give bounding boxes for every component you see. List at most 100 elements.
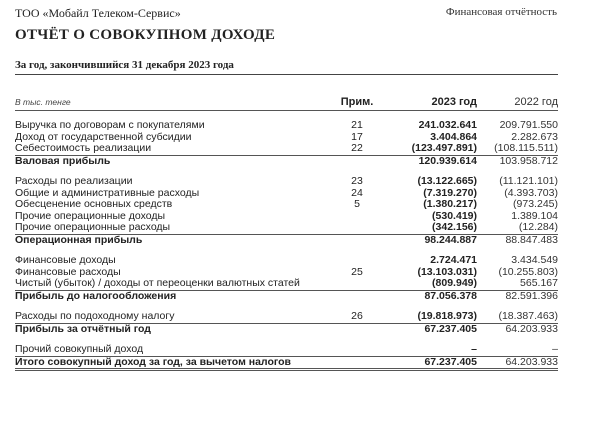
- row-value-2023: 120.939.614: [418, 154, 477, 167]
- row-label: Общие и административные расходы: [15, 186, 200, 199]
- row-value-2023: 2.724.471: [430, 254, 477, 266]
- row-label: Финансовые доходы: [15, 254, 116, 266]
- row-value-2023: 67.237.405: [387, 356, 477, 371]
- row-label: Себестоимость реализации: [15, 142, 315, 156]
- table-row: Расходы по подоходному налогу 26 (19.818.9…: [15, 310, 558, 324]
- row-value-2022: 82.591.396: [505, 289, 558, 302]
- row-value-2022: 2.282.673: [511, 130, 558, 143]
- subtitle-divider: [15, 74, 558, 75]
- row-value-2022: 88.847.483: [505, 233, 558, 246]
- row-value-2023: (13.103.031): [417, 265, 477, 278]
- year-2023-header: 2023 год: [387, 96, 477, 111]
- table-row: Прочие операционные расходы (342.156) (12.…: [15, 221, 558, 235]
- row-value-2023: 98.244.887: [424, 233, 477, 246]
- row-value-2022: (10.255.803): [498, 265, 558, 278]
- row-label: Чистый (убыток) / доходы от переоценки в…: [15, 277, 315, 291]
- row-note: 23: [351, 175, 363, 187]
- row-note: [315, 290, 387, 302]
- table-row: Операционная прибыль 98.244.887 88.847.483: [15, 234, 558, 246]
- note-header: Прим.: [315, 96, 387, 111]
- row-label: Прибыль до налогообложения: [15, 289, 177, 302]
- row-note: [315, 155, 387, 167]
- year-2022-header: 2022 год: [477, 96, 558, 111]
- row-label: Итого совокупный доход за год, за вычето…: [15, 356, 315, 371]
- table-row: Итого совокупный доход за год, за вычето…: [15, 356, 558, 371]
- table-row: Финансовые доходы 2.724.471 3.434.549: [15, 254, 558, 267]
- table-row: Выручка по договорам с покупателями 21 241…: [15, 119, 558, 132]
- row-note: [315, 356, 387, 371]
- table-row: Себестоимость реализации 22 (123.497.891)(…: [15, 142, 558, 156]
- table-row: Прибыль до налогообложения 87.056.378 82.5…: [15, 290, 558, 302]
- row-note: 24: [351, 186, 363, 199]
- section-name: Финансовая отчётность: [445, 6, 557, 18]
- row-note: 25: [351, 265, 363, 278]
- row-value-2022: –: [477, 343, 558, 357]
- row-note: 17: [351, 130, 363, 143]
- row-note: [315, 234, 387, 246]
- row-value-2023: –: [387, 343, 477, 357]
- row-label: Прочий совокупный доход: [15, 343, 315, 357]
- row-label: Выручка по договорам с покупателями: [15, 119, 205, 131]
- table-row: Чистый (убыток) / доходы от переоценки в…: [15, 277, 558, 291]
- row-note: [315, 323, 387, 335]
- row-note: [315, 211, 387, 223]
- page-subtitle: За год, закончившийся 31 декабря 2023 го…: [15, 59, 234, 71]
- row-value-2023: (13.122.665): [417, 175, 477, 187]
- row-value-2023: (342.156): [387, 221, 477, 235]
- row-note: [315, 278, 387, 291]
- row-value-2022: (12.284): [477, 221, 558, 235]
- row-note: 5: [354, 198, 360, 210]
- row-value-2022: 64.203.933: [505, 322, 558, 335]
- row-value-2022: (108.115.511): [477, 142, 558, 156]
- row-label: Прочие операционные расходы: [15, 221, 315, 235]
- row-note: 26: [315, 310, 387, 324]
- income-statement-table: В тыс. тенге Прим. 2023 год 2022 год Выр…: [15, 96, 558, 371]
- row-value-2023: 3.404.864: [430, 130, 477, 143]
- row-value-2022: (11.121.101): [499, 175, 558, 187]
- row-value-2022: 3.434.549: [511, 254, 558, 266]
- row-label: Прочие операционные доходы: [15, 209, 166, 222]
- table-row: Прибыль за отчётный год 67.237.405 64.203.…: [15, 323, 558, 335]
- table-row: Прочий совокупный доход – –: [15, 343, 558, 357]
- row-note: [315, 222, 387, 235]
- row-value-2022: (4.393.703): [504, 186, 558, 199]
- row-label: Расходы по реализации: [15, 175, 133, 187]
- row-note: 22: [315, 142, 387, 156]
- row-value-2023: 87.056.378: [424, 289, 477, 302]
- row-label: Прибыль за отчётный год: [15, 322, 151, 335]
- row-value-2022: 1.389.104: [511, 209, 558, 222]
- row-value-2022: 64.203.933: [477, 356, 558, 371]
- row-value-2023: (809.949): [387, 277, 477, 291]
- row-note: 21: [351, 119, 363, 131]
- row-value-2023: (7.319.270): [423, 186, 477, 199]
- row-note: [315, 344, 387, 357]
- row-note: [315, 255, 387, 267]
- row-value-2022: 209.791.550: [499, 119, 558, 131]
- company-name: ТОО «Мобайл Телеком-Сервис»: [15, 6, 181, 20]
- table-row: Финансовые расходы 25 (13.103.031) (10.255.…: [15, 265, 558, 279]
- table-row: Общие и административные расходы 24 (7.319…: [15, 186, 558, 200]
- table-header: В тыс. тенге Прим. 2023 год 2022 год: [15, 96, 558, 111]
- row-value-2023: (1.380.217): [423, 198, 477, 210]
- table-row: Валовая прибыль 120.939.614 103.958.712: [15, 155, 558, 167]
- row-label: Доход от государственной субсидии: [15, 130, 192, 143]
- table-row: Прочие операционные доходы (530.419) 1.389…: [15, 209, 558, 223]
- row-label: Обесценение основных средств: [15, 198, 173, 210]
- table-row: Доход от государственной субсидии 17 3.404…: [15, 130, 558, 144]
- row-value-2023: 67.237.405: [424, 322, 477, 335]
- row-value-2022: 103.958.712: [499, 154, 558, 167]
- row-value-2023: (19.818.973): [387, 310, 477, 324]
- row-value-2023: (530.419): [432, 209, 477, 222]
- row-value-2022: 565.167: [477, 277, 558, 291]
- table-row: Расходы по реализации 23 (13.122.665) (11.1…: [15, 175, 558, 188]
- row-label: Операционная прибыль: [15, 233, 143, 246]
- row-value-2023: (123.497.891): [387, 142, 477, 156]
- row-label: Валовая прибыль: [15, 154, 111, 167]
- table-row: Обесценение основных средств 5 (1.380.217)…: [15, 198, 558, 211]
- row-value-2022: (18.387.463): [477, 310, 558, 324]
- row-label: Расходы по подоходному налогу: [15, 310, 315, 324]
- unit-header: В тыс. тенге: [15, 96, 315, 111]
- page-title: ОТЧЁТ О СОВОКУПНОМ ДОХОДЕ: [15, 27, 276, 43]
- row-value-2022: (973.245): [513, 198, 558, 210]
- row-value-2023: 241.032.641: [418, 119, 477, 131]
